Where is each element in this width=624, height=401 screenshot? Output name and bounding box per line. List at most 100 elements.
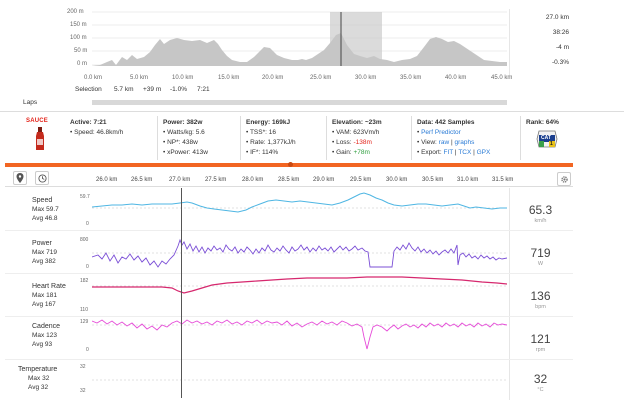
stat-divider [411,116,412,160]
temperature-label-block: Temperature Max 32 Avg 32 [18,365,57,392]
elevation-profile-chart[interactable] [92,10,507,72]
x-tick: 45.0 km [491,75,513,81]
x-tick: 28.5 km [278,177,300,183]
energy-stats: Energy: 169kJ • TSS*: 16 • Rate: 1,377kJ… [246,118,326,158]
pin-button[interactable] [13,171,27,185]
elevation-loss: -138m [353,139,372,146]
y-tick: 50 m [74,48,88,54]
y-tick: 100 m [70,35,87,41]
elevation-gain: +78m [353,149,370,156]
speed-chart[interactable] [92,188,507,230]
export-gpx-link[interactable]: GPX [476,149,491,156]
view-raw-link[interactable]: raw [438,139,450,146]
elevation-gain-row: • Gain: +78m [332,148,412,158]
x-tick: 40.0 km [445,75,467,81]
divider [5,359,573,360]
export-separator: | [453,149,459,156]
sauce-text: SAUCE [26,118,49,124]
power-line [92,238,507,268]
cadence-value-box: 121 rpm [509,317,571,359]
perf-predictor-link[interactable]: Perf Predictor [421,129,461,136]
chart-row-temperature: Temperature Max 32 Avg 32 32 32 32 °C [0,360,624,400]
overview-panel: 200 m 150 m 100 m 50 m 0 m 0.0 km 5.0 km… [0,0,624,110]
stat-divider [157,116,158,160]
timeline-cursor[interactable] [181,188,182,398]
data-title: Data: 442 Samples [417,119,475,126]
x-tick: 30.0 km [386,177,408,183]
heart-rate-label-block: Heart Rate Max 181 Avg 167 [32,282,66,309]
power-title: Power [32,240,52,247]
view-graphs-link[interactable]: graphs [454,139,475,146]
export-prefix: • Export: [417,149,444,156]
energy-title: Energy: 169kJ [246,119,291,126]
export-tcx-link[interactable]: TCX [458,149,472,156]
speed-value: 65.3 [528,203,553,217]
power-avg: Avg 382 [32,258,56,265]
heart-rate-unit: bpm [535,304,546,310]
x-tick: 25.0 km [310,75,332,81]
heart-rate-axis-bottom: 110 [80,307,88,313]
y-tick: 150 m [70,22,87,28]
power-stats: Power: 382w • Watts/kg: 5.6 • NP*: 438w … [163,118,243,158]
power-label-block: Power Max 719 Avg 382 [32,239,57,266]
chart-row-speed: Speed Max 59.7 Avg 46.8 59.7 0 65.3 km/h [0,188,624,230]
speed-avg: Avg 46.8 [32,215,58,222]
perf-bullet: • [417,129,422,136]
chart-row-power: Power Max 719 Avg 382 800 0 719 W [0,231,624,273]
settings-button[interactable] [557,172,571,186]
temperature-chart[interactable] [92,360,507,400]
view-row: • View: raw | graphs [417,138,517,148]
x-tick: 35.0 km [400,75,422,81]
temperature-unit: °C [537,387,544,393]
energy-tss: • TSS*: 16 [246,129,276,136]
cat-badge-icon[interactable]: CAT 1 [536,129,558,149]
heart-rate-chart[interactable] [92,274,507,316]
heart-rate-axis-top: 182 [80,278,89,284]
x-tick: 0.0 km [84,75,103,81]
divider [5,316,573,317]
sauce-logo: SAUCE [26,118,56,158]
laps-label: Laps [23,99,38,106]
x-tick: 29.0 km [313,177,335,183]
power-value-box: 719 W [509,231,571,273]
clock-button[interactable] [35,171,49,185]
elevation-area [92,33,507,66]
x-tick: 20.0 km [262,75,284,81]
speed-title: Speed [32,197,53,204]
divider [5,186,573,187]
perf-row: • Perf Predictor [417,128,517,138]
x-tick: 29.5 km [350,177,372,183]
rank-title: Rank: 64% [526,119,559,126]
speed-axis-bottom: 0 [86,221,89,227]
cadence-chart[interactable] [92,317,507,359]
divider [5,273,573,274]
cat-badge-label: CAT [541,135,551,141]
selection-grade: -1.0% [170,86,187,93]
elevation-vam: • VAM: 623Vm/h [332,129,380,136]
selection-distance: 5.7 km [114,86,134,93]
elevation-title: Elevation: ~23m [332,119,382,126]
selection-label: Selection [75,86,102,93]
x-tick: 31.5 km [492,177,514,183]
selection-time: 7:21 [197,86,210,93]
heart-rate-value-box: 136 bpm [509,274,571,316]
x-tick: 27.5 km [205,177,227,183]
temperature-value: 32 [533,372,548,386]
export-fit-link[interactable]: FIT [443,149,454,156]
power-chart[interactable] [92,231,507,273]
heart-rate-value: 136 [530,289,551,303]
divider [0,111,624,112]
gear-icon [560,175,568,183]
overview-side-stats: 27.0 km 38:26 -4 m -0.3% [509,9,569,75]
active-title: Active: 7:21 [70,119,107,126]
divider-handle-icon[interactable] [288,162,293,167]
x-tick: 10.0 km [172,75,194,81]
temperature-value-box: 32 °C [509,360,571,400]
heart-rate-max: Max 181 [32,292,57,299]
speed-max: Max 59.7 [32,206,59,213]
temperature-avg: Avg 32 [28,384,49,391]
laps-bar[interactable] [92,100,507,105]
heart-rate-title: Heart Rate [32,283,66,290]
x-tick: 30.5 km [422,177,444,183]
cadence-avg: Avg 93 [32,341,53,348]
